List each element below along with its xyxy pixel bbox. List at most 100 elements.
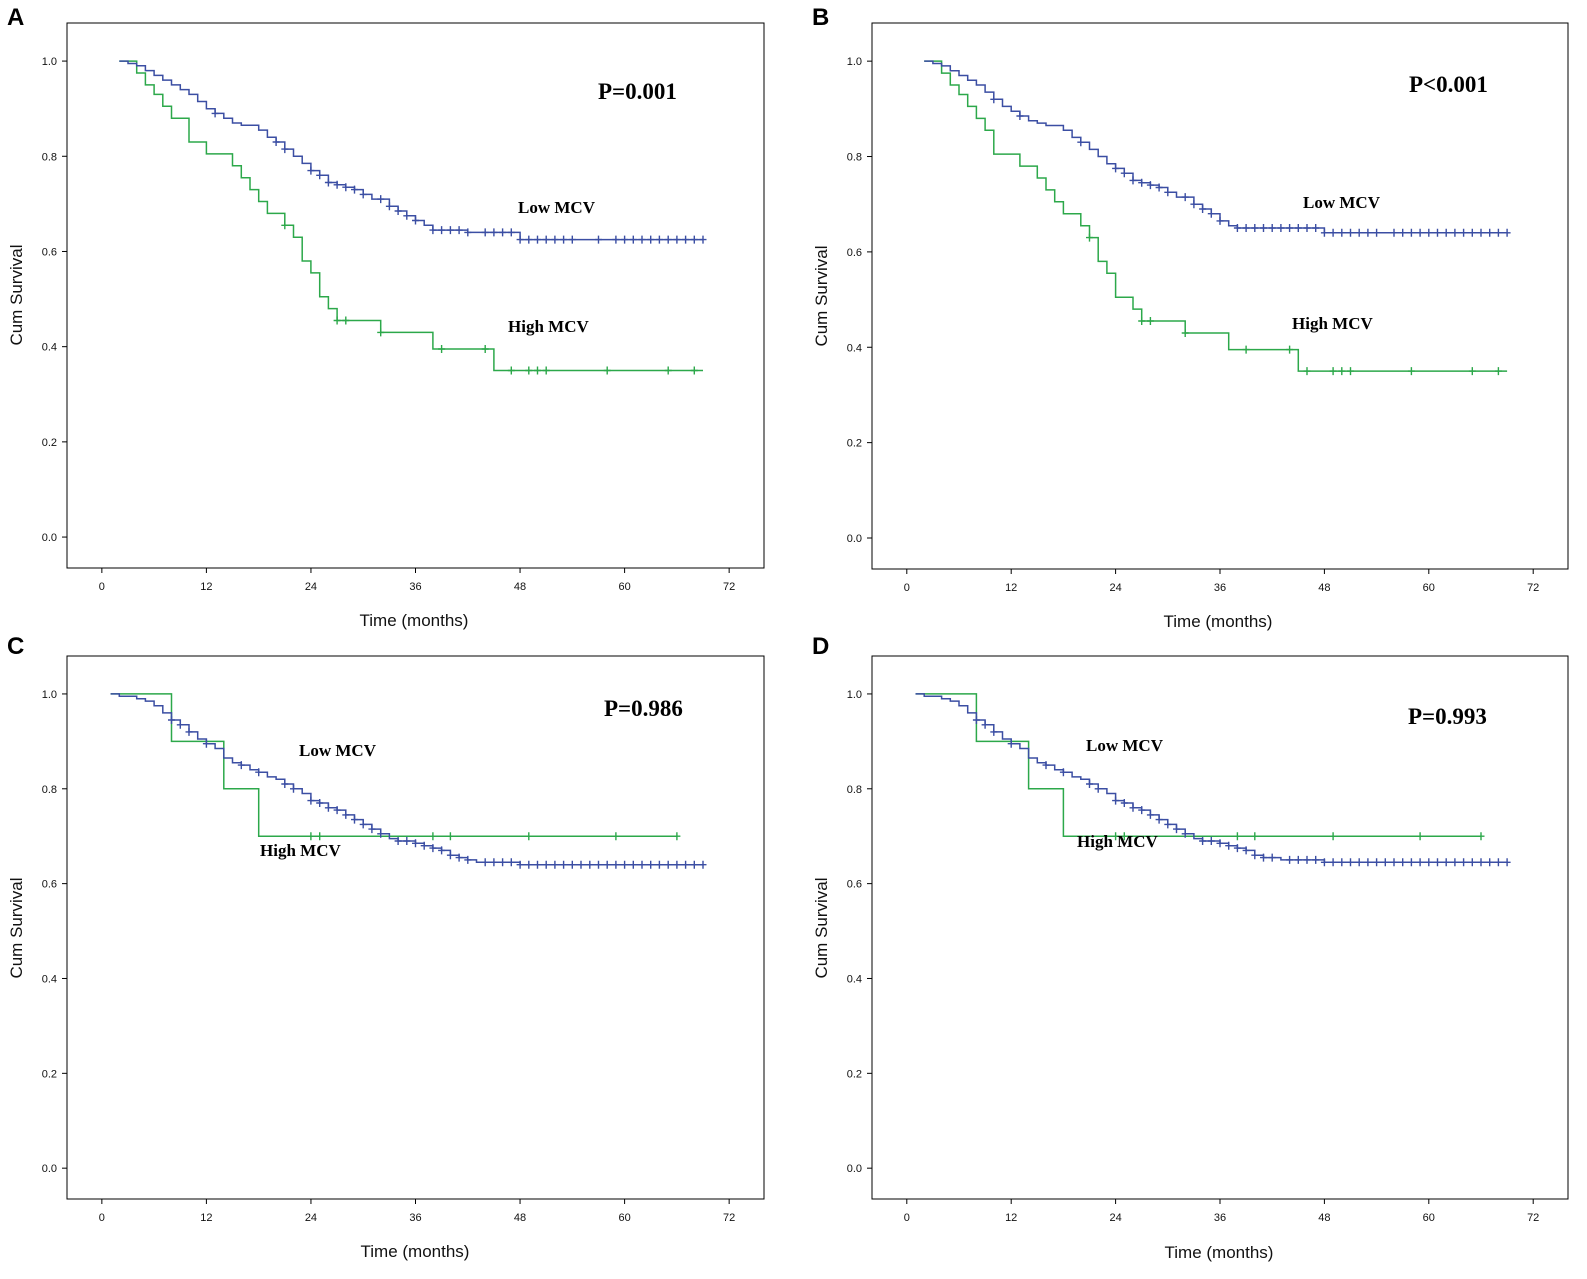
censor-mark-high-mcv [481, 345, 489, 353]
y-tick-label: 0.6 [847, 879, 862, 891]
censor-mark-low-mcv [1338, 858, 1346, 867]
x-axis-label: Time (months) [360, 611, 469, 630]
y-tick-label: 0.4 [42, 973, 57, 985]
censor-mark-low-mcv [1251, 224, 1259, 232]
censor-mark-high-mcv [342, 316, 350, 325]
x-axis-label: Time (months) [361, 1242, 470, 1261]
y-tick-label: 1.0 [42, 56, 57, 68]
censor-mark-low-mcv [342, 810, 350, 819]
y-tick-label: 0.6 [42, 879, 57, 891]
censor-mark-high-mcv [690, 366, 698, 375]
censor-mark-low-mcv [377, 195, 385, 204]
censor-mark-low-mcv [577, 860, 585, 869]
censor-mark-low-mcv [595, 235, 602, 244]
censor-mark-low-mcv [647, 860, 655, 869]
plot-frame [871, 655, 1569, 1200]
censor-mark-low-mcv [1233, 844, 1241, 853]
censor-mark-low-mcv [612, 860, 620, 869]
x-tick-label: 0 [99, 581, 105, 593]
group-label-low-mcv: Low MCV [299, 741, 377, 760]
censor-mark-high-mcv [281, 221, 289, 230]
censor-mark-low-mcv [438, 846, 446, 855]
survival-curve-high-mcv [924, 60, 1508, 372]
censor-mark-low-mcv [1120, 799, 1128, 807]
x-tick-label: 60 [618, 581, 630, 593]
censor-mark-high-mcv [1468, 367, 1476, 376]
censor-mark-low-mcv [603, 860, 611, 869]
y-tick-label: 1.0 [847, 689, 862, 701]
x-tick-label: 72 [1527, 582, 1539, 594]
censor-mark-low-mcv [542, 860, 550, 869]
censor-mark-low-mcv [1503, 858, 1511, 867]
x-tick-label: 24 [1109, 582, 1121, 594]
censor-mark-low-mcv [525, 860, 533, 869]
group-label-high-mcv: High MCV [260, 841, 341, 860]
censor-mark-low-mcv [1329, 228, 1337, 237]
censor-mark-low-mcv [1434, 228, 1441, 237]
censor-mark-low-mcv [621, 860, 629, 869]
censor-mark-low-mcv [1120, 169, 1128, 178]
censor-mark-low-mcv [1199, 837, 1207, 845]
censor-mark-low-mcv [1260, 853, 1267, 862]
censor-mark-low-mcv [394, 837, 402, 845]
censor-mark-low-mcv [1112, 164, 1120, 173]
censor-mark-low-mcv [516, 235, 524, 244]
censor-mark-low-mcv [1016, 112, 1024, 120]
censor-mark-low-mcv [1294, 224, 1302, 232]
censor-mark-low-mcv [647, 235, 655, 244]
censor-mark-low-mcv [272, 138, 280, 146]
censor-mark-low-mcv [490, 858, 498, 867]
censor-mark-low-mcv [385, 202, 393, 211]
censor-mark-high-mcv [1112, 832, 1120, 841]
censor-mark-low-mcv [429, 226, 437, 235]
censor-mark-low-mcv [1373, 858, 1381, 867]
censor-mark-high-mcv [316, 832, 324, 841]
y-tick-label: 0.0 [847, 533, 862, 545]
censor-mark-low-mcv [1268, 853, 1276, 862]
panel-letter-d: D [812, 633, 829, 660]
censor-mark-low-mcv [1425, 228, 1433, 237]
y-tick-label: 0.4 [847, 973, 862, 985]
x-tick-label: 36 [1214, 582, 1226, 594]
panel-c: C 0 12 24 36 48 60 72 0.0 0.2 0.4 0.6 0.8 1.0 P=0.98… [7, 633, 765, 1261]
group-label-low-mcv: Low MCV [518, 198, 596, 217]
y-tick-label: 0.8 [847, 152, 862, 164]
censor-mark-low-mcv [990, 727, 998, 736]
censor-mark-low-mcv [690, 860, 698, 869]
censor-mark-low-mcv [1251, 851, 1259, 860]
p-value: P=0.986 [604, 696, 683, 721]
censor-mark-high-mcv [1477, 832, 1485, 841]
censor-mark-low-mcv [1138, 178, 1146, 187]
x-tick-label: 72 [723, 1212, 735, 1224]
y-tick-label: 0.2 [847, 438, 862, 450]
censor-mark-low-mcv [1077, 138, 1085, 147]
censor-mark-low-mcv [359, 190, 367, 199]
censor-mark-low-mcv [1364, 228, 1372, 237]
survival-curves [915, 693, 1511, 867]
censor-mark-low-mcv [1268, 224, 1276, 232]
censor-mark-low-mcv [1146, 181, 1154, 190]
x-tick-label: 72 [723, 581, 735, 593]
plot-frame [66, 655, 765, 1200]
x-tick-label: 60 [1423, 582, 1435, 594]
p-value: P<0.001 [1409, 72, 1488, 97]
y-axis-label: Cum Survival [7, 244, 26, 345]
censor-mark-low-mcv [1434, 858, 1441, 867]
censor-mark-low-mcv [281, 145, 289, 154]
censor-mark-high-mcv [507, 366, 515, 375]
censor-mark-low-mcv [1407, 858, 1415, 867]
censor-mark-low-mcv [324, 803, 332, 812]
censor-mark-low-mcv [1503, 228, 1511, 237]
censor-mark-low-mcv [1233, 224, 1241, 232]
censor-mark-low-mcv [1347, 228, 1354, 237]
censor-mark-low-mcv [168, 716, 175, 724]
plot-frame [66, 22, 765, 569]
censor-mark-low-mcv [690, 235, 698, 244]
censor-mark-low-mcv [655, 235, 663, 244]
axis-ticks: 0 12 24 36 48 60 72 0.0 0.2 0.4 0.6 0.8 1.0 [847, 56, 1540, 594]
censor-mark-low-mcv [1407, 228, 1415, 237]
x-tick-label: 60 [618, 1212, 630, 1224]
censor-mark-low-mcv [682, 235, 690, 244]
censor-mark-high-mcv [525, 832, 533, 841]
censor-mark-low-mcv [551, 860, 559, 869]
